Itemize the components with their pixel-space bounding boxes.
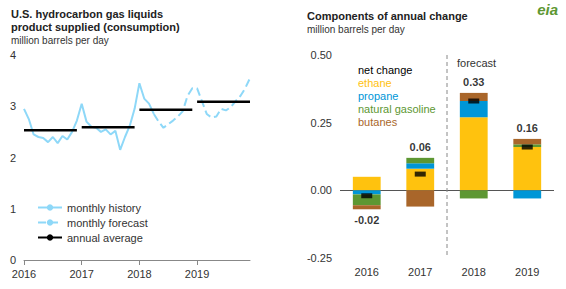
svg-text:ethane: ethane bbox=[358, 77, 392, 89]
svg-text:0.33: 0.33 bbox=[463, 76, 484, 88]
svg-text:2017: 2017 bbox=[69, 268, 93, 280]
svg-text:product supplied (consumption): product supplied (consumption) bbox=[11, 21, 180, 33]
svg-text:propane: propane bbox=[358, 90, 398, 102]
svg-text:0.00: 0.00 bbox=[311, 184, 332, 196]
svg-text:Components of annual change: Components of annual change bbox=[307, 10, 468, 22]
svg-text:butanes: butanes bbox=[358, 116, 398, 128]
svg-text:1: 1 bbox=[10, 203, 16, 215]
svg-text:2019: 2019 bbox=[515, 266, 539, 278]
svg-text:0: 0 bbox=[10, 254, 16, 266]
svg-text:monthly forecast: monthly forecast bbox=[67, 217, 148, 229]
svg-text:-0.02: -0.02 bbox=[354, 214, 379, 226]
svg-text:2017: 2017 bbox=[408, 266, 432, 278]
svg-text:0.50: 0.50 bbox=[311, 49, 332, 61]
svg-text:2016: 2016 bbox=[355, 266, 379, 278]
svg-text:2018: 2018 bbox=[462, 266, 486, 278]
svg-text:monthly history: monthly history bbox=[67, 202, 141, 214]
svg-text:2: 2 bbox=[10, 152, 16, 164]
svg-text:0.16: 0.16 bbox=[517, 122, 538, 134]
svg-text:natural gasoline: natural gasoline bbox=[358, 103, 436, 115]
svg-text:forecast: forecast bbox=[457, 57, 496, 69]
svg-text:net change: net change bbox=[358, 64, 412, 76]
svg-text:million barrels per day: million barrels per day bbox=[11, 35, 109, 46]
svg-text:0.25: 0.25 bbox=[311, 117, 332, 129]
svg-text:3: 3 bbox=[10, 100, 16, 112]
svg-text:U.S. hydrocarbon gas liquids: U.S. hydrocarbon gas liquids bbox=[11, 8, 163, 20]
svg-text:-0.25: -0.25 bbox=[307, 252, 332, 264]
svg-text:2016: 2016 bbox=[12, 268, 36, 280]
svg-text:eia: eia bbox=[537, 1, 558, 18]
svg-text:4: 4 bbox=[10, 49, 16, 61]
svg-text:2018: 2018 bbox=[127, 268, 151, 280]
svg-text:0.06: 0.06 bbox=[410, 141, 431, 153]
svg-text:annual average: annual average bbox=[67, 232, 143, 244]
svg-text:2019: 2019 bbox=[185, 268, 209, 280]
svg-text:million barrels per day: million barrels per day bbox=[307, 24, 405, 35]
